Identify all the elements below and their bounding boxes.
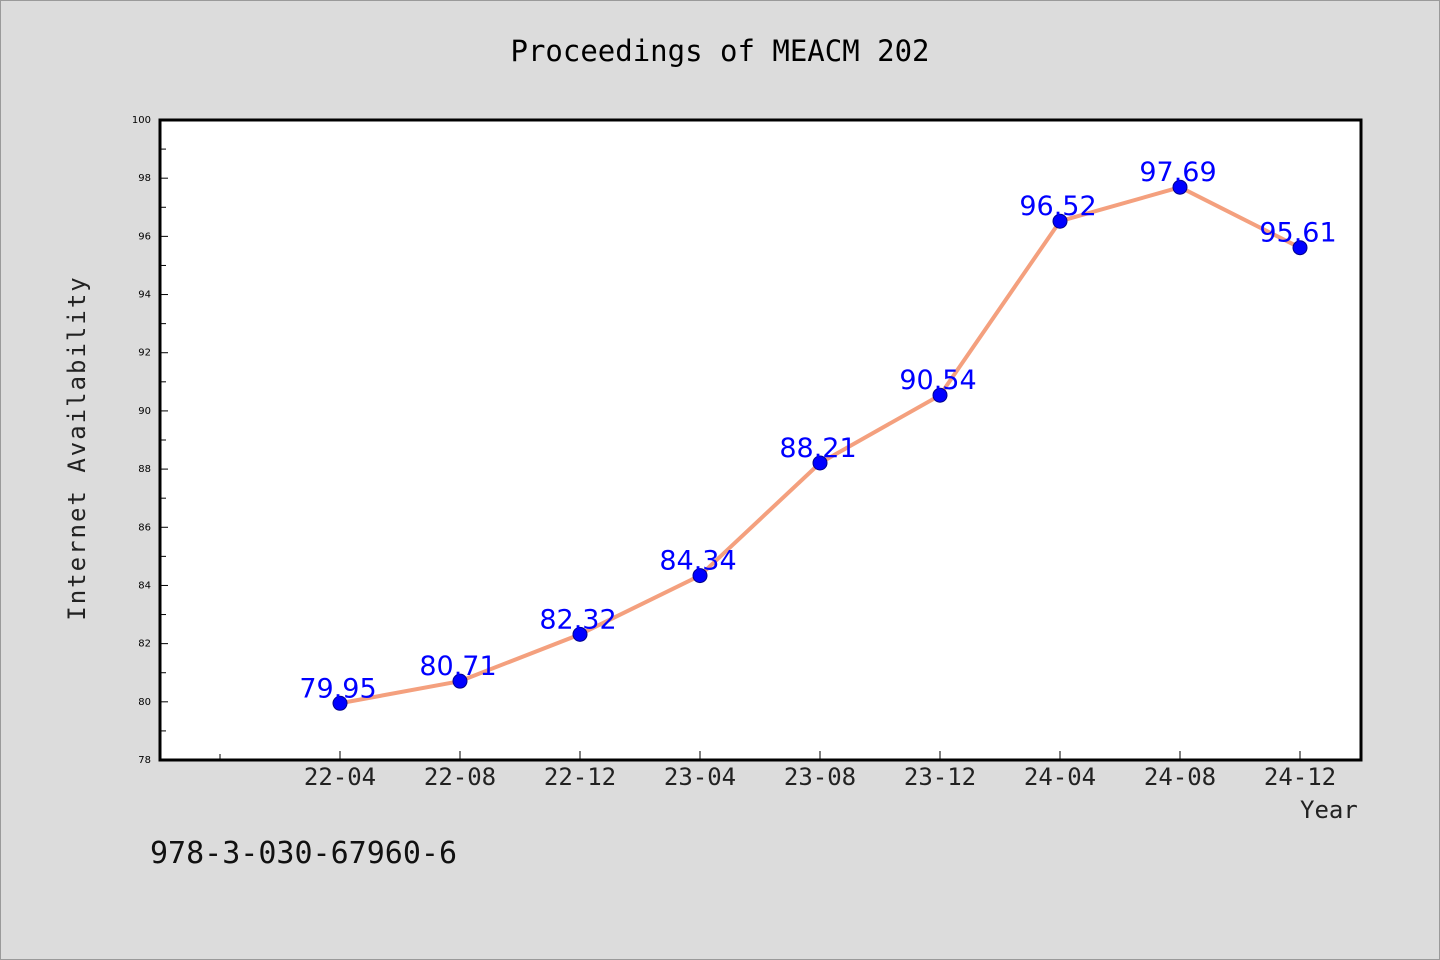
data-label: 82.32 — [539, 604, 616, 635]
data-labels: 79.95 80.71 82.32 84.34 88.21 90.54 96.52 97.69… — [299, 157, 1336, 704]
x-tick-label: 24-04 — [1024, 763, 1096, 791]
x-tick-label: 22-08 — [424, 763, 496, 791]
data-point — [812, 455, 828, 471]
data-point — [1052, 213, 1068, 229]
data-label: 80.71 — [419, 651, 496, 682]
x-axis-ticks: 22-04 22-08 22-12 23-04 23-08 23-12 24-04 24-08… — [219, 751, 1336, 791]
data-label: 95.61 — [1259, 218, 1336, 249]
data-point — [572, 626, 588, 642]
y-tick-label: 96 — [138, 231, 151, 242]
data-label: 84.34 — [659, 546, 736, 577]
y-axis-ticks: 78 80 82 84 86 88 90 92 94 96 98 100 — [132, 115, 168, 766]
x-tick-label: 22-12 — [544, 763, 616, 791]
x-tick-label: 22-04 — [304, 763, 376, 791]
y-tick-label: 98 — [138, 173, 151, 184]
chart-title: Proceedings of MEACM 202 — [510, 34, 930, 68]
y-tick-label: 88 — [138, 464, 151, 475]
data-label: 79.95 — [299, 673, 376, 704]
data-points — [332, 179, 1308, 711]
data-label: 90.54 — [899, 365, 976, 396]
y-tick-label: 78 — [138, 755, 151, 766]
data-point — [692, 568, 708, 584]
y-tick-label: 100 — [132, 115, 151, 126]
data-point — [332, 695, 348, 711]
data-point — [452, 673, 468, 689]
y-tick-label: 84 — [138, 580, 151, 591]
x-tick-label: 24-12 — [1264, 763, 1336, 791]
y-tick-label: 86 — [138, 522, 151, 533]
x-tick-label: 24-08 — [1144, 763, 1216, 791]
y-tick-label: 90 — [138, 406, 151, 417]
y-tick-label: 82 — [138, 639, 151, 650]
y-tick-label: 94 — [138, 290, 151, 301]
y-tick-label: 92 — [138, 348, 151, 359]
x-tick-label: 23-12 — [904, 763, 976, 791]
data-label: 88.21 — [779, 433, 856, 464]
data-point — [932, 387, 948, 403]
y-axis-label: Internet Availability — [63, 275, 91, 621]
x-axis-label: Year — [1300, 796, 1358, 824]
data-point — [1172, 179, 1188, 195]
data-point — [1292, 240, 1308, 256]
plot-area — [158, 118, 1363, 762]
data-label: 96.52 — [1019, 191, 1096, 222]
y-tick-label: 80 — [138, 697, 151, 708]
x-tick-label: 23-08 — [784, 763, 856, 791]
data-label: 97.69 — [1139, 157, 1216, 188]
isbn-text: 978-3-030-67960-6 — [150, 836, 458, 871]
x-tick-label: 23-04 — [664, 763, 736, 791]
